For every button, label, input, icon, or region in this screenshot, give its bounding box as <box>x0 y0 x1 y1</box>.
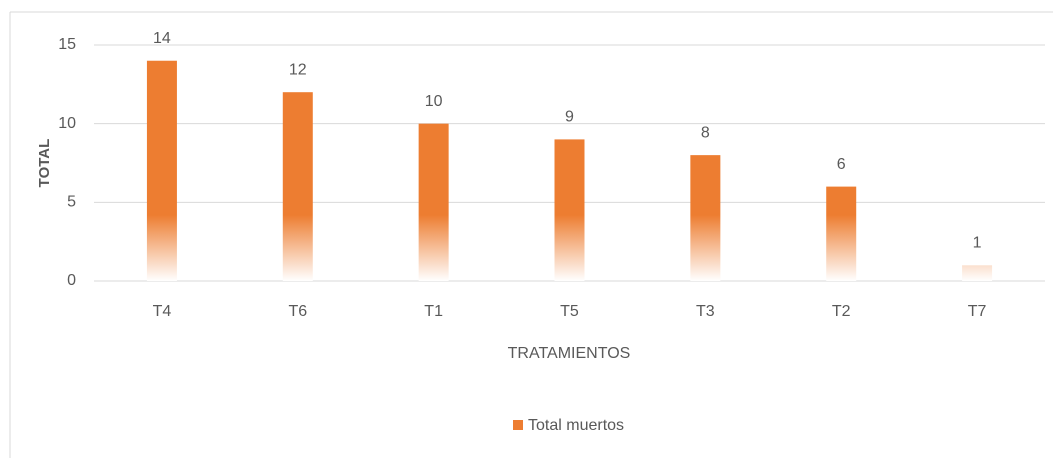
x-tick-label: T2 <box>832 303 851 320</box>
bar <box>690 155 721 281</box>
x-tick-label: T6 <box>288 303 307 320</box>
data-label: 10 <box>425 93 443 110</box>
data-label: 8 <box>701 124 710 141</box>
bar <box>554 139 585 281</box>
legend-label: Total muertos <box>528 417 624 434</box>
data-label: 12 <box>289 61 307 78</box>
y-tick-label: 5 <box>67 194 76 211</box>
data-label: 1 <box>973 234 982 251</box>
bar <box>146 60 177 281</box>
x-tick-label: T4 <box>153 303 172 320</box>
bar <box>282 92 313 281</box>
data-label: 6 <box>837 156 846 173</box>
bar <box>418 123 449 282</box>
bar <box>826 186 857 281</box>
x-tick-label: T7 <box>968 303 987 320</box>
bar <box>962 265 993 281</box>
x-tick-label: T5 <box>560 303 579 320</box>
y-axis-label: TOTAL <box>36 139 53 188</box>
y-tick-label: 15 <box>58 36 76 53</box>
data-label: 9 <box>565 109 574 126</box>
x-axis-label: TRATAMIENTOS <box>508 345 631 362</box>
x-tick-label: T3 <box>696 303 715 320</box>
y-tick-label: 0 <box>67 272 76 289</box>
data-label: 14 <box>153 30 171 47</box>
x-tick-label: T1 <box>424 303 443 320</box>
legend-swatch <box>513 420 523 430</box>
y-tick-label: 10 <box>58 115 76 132</box>
